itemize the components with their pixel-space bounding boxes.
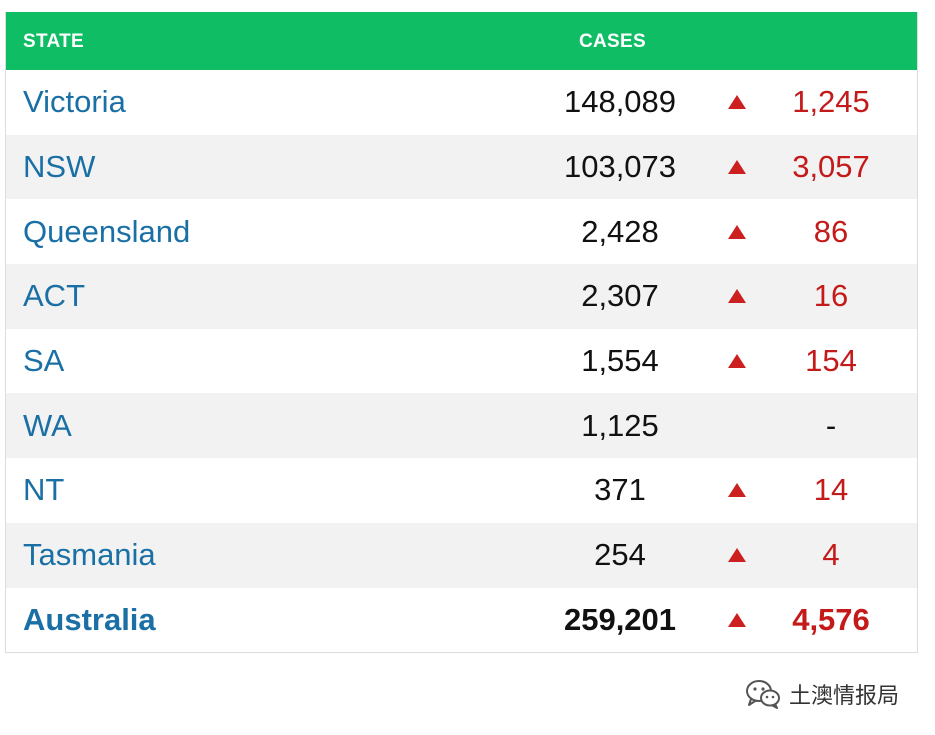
up-triangle-icon	[728, 224, 746, 239]
state-name: WA	[23, 407, 72, 443]
state-name: ACT	[23, 278, 85, 314]
case-count: 2,428	[581, 213, 659, 249]
up-triangle-icon	[728, 354, 746, 369]
table-row: NT 371 14	[6, 458, 917, 523]
case-count: 254	[594, 537, 646, 573]
up-triangle-icon	[728, 160, 746, 175]
total-case-count: 259,201	[563, 601, 677, 637]
table-header: STATE CASES	[6, 12, 917, 70]
case-count: 2,307	[581, 278, 659, 314]
state-name: SA	[23, 343, 65, 379]
state-name: NT	[23, 472, 65, 508]
watermark-text: 土澳情报局	[789, 684, 900, 709]
table-row: ACT 2,307 16	[6, 264, 917, 329]
up-triangle-icon	[728, 483, 746, 498]
case-count: 1,554	[581, 343, 659, 379]
table-row: Tasmania 254 4	[6, 522, 917, 588]
wechat-icon	[745, 679, 781, 709]
case-increase: 4	[822, 537, 840, 573]
total-label: Australia	[23, 601, 156, 637]
case-count: 148,089	[563, 84, 677, 120]
total-case-increase: 4,576	[792, 601, 870, 637]
table-body: Victoria 148,089 1,245 NSW 103,073 3,057…	[6, 70, 917, 653]
case-increase: 154	[805, 343, 857, 379]
state-name: NSW	[23, 149, 96, 185]
table-row: NSW 103,073 3,057	[6, 134, 917, 200]
table-row: SA 1,554 154	[6, 328, 917, 394]
up-triangle-icon	[728, 612, 746, 627]
case-count: 1,125	[581, 407, 659, 443]
column-header-state: STATE	[23, 31, 84, 52]
up-triangle-icon	[728, 95, 746, 110]
case-increase: 16	[813, 278, 849, 314]
case-increase: -	[825, 407, 837, 443]
column-header-cases: CASES	[579, 31, 646, 52]
table-row: Victoria 148,089 1,245	[6, 70, 917, 135]
watermark: 土澳情报局	[745, 676, 899, 712]
cases-table: STATE CASES Victoria 148,089 1,245 NSW 1…	[5, 12, 918, 654]
case-increase: 3,057	[792, 149, 870, 185]
up-triangle-icon	[728, 548, 746, 563]
state-name: Queensland	[23, 213, 191, 249]
case-increase: 1,245	[792, 84, 870, 120]
state-name: Tasmania	[23, 537, 156, 573]
case-increase: 14	[813, 472, 849, 508]
table-row-total: Australia 259,201 4,576	[6, 587, 917, 653]
case-count: 103,073	[563, 149, 677, 185]
up-triangle-icon	[728, 289, 746, 304]
table-row: Queensland 2,428 86	[6, 199, 917, 265]
table-row: WA 1,125 -	[6, 393, 917, 459]
state-name: Victoria	[23, 84, 126, 120]
case-increase: 86	[813, 213, 849, 249]
case-count: 371	[594, 472, 646, 508]
